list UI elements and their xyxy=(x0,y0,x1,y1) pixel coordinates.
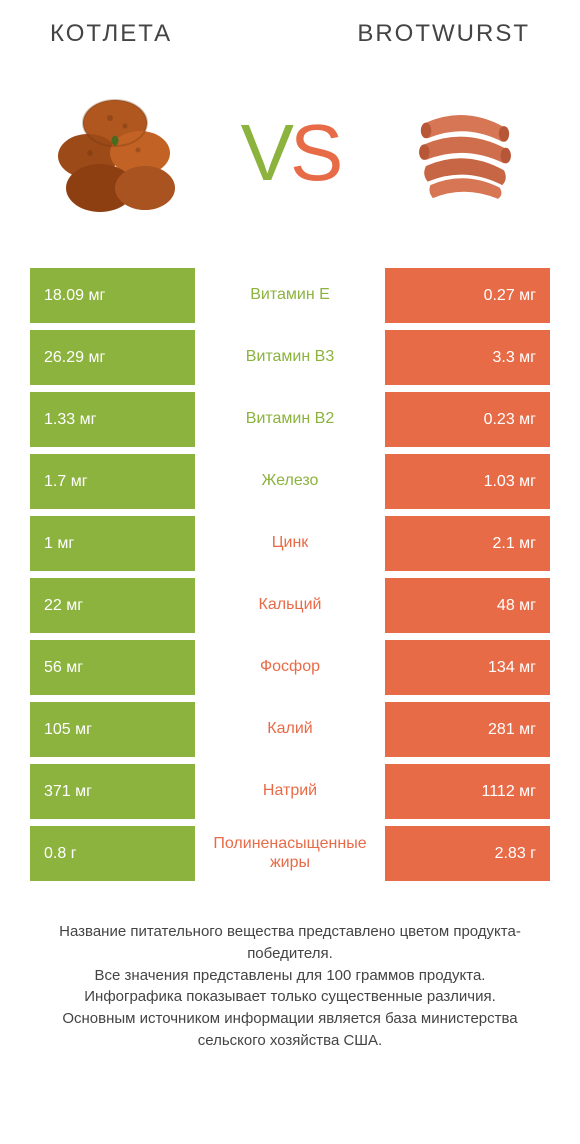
value-left: 0.8 г xyxy=(30,826,195,881)
nutrient-label: Фосфор xyxy=(195,640,385,695)
table-row: 371 мгНатрий1112 мг xyxy=(30,764,550,819)
vs-v: V xyxy=(241,108,290,197)
value-right: 1112 мг xyxy=(385,764,550,819)
table-row: 105 мгКалий281 мг xyxy=(30,702,550,757)
table-row: 56 мгФосфор134 мг xyxy=(30,640,550,695)
value-left: 1.7 мг xyxy=(30,454,195,509)
nutrient-label: Кальций xyxy=(195,578,385,633)
nutrient-label: Полиненасыщенные жиры xyxy=(195,826,385,881)
footer-line: Основным источником информации является … xyxy=(40,1008,540,1052)
table-row: 1.33 мгВитамин B20.23 мг xyxy=(30,392,550,447)
title-right: BROTWURST xyxy=(357,20,530,48)
value-left: 1 мг xyxy=(30,516,195,571)
nutrient-label: Цинк xyxy=(195,516,385,571)
table-row: 26.29 мгВитамин B33.3 мг xyxy=(30,330,550,385)
nutrient-label: Витамин B3 xyxy=(195,330,385,385)
footer-line: Название питательного вещества представл… xyxy=(40,921,540,965)
value-left: 105 мг xyxy=(30,702,195,757)
footer-notes: Название питательного вещества представл… xyxy=(30,921,550,1052)
table-row: 22 мгКальций48 мг xyxy=(30,578,550,633)
table-row: 1.7 мгЖелезо1.03 мг xyxy=(30,454,550,509)
table-row: 1 мгЦинк2.1 мг xyxy=(30,516,550,571)
food-image-right xyxy=(390,78,540,228)
vs-s: S xyxy=(290,108,339,197)
value-left: 1.33 мг xyxy=(30,392,195,447)
food-image-left xyxy=(40,78,190,228)
nutrient-label: Витамин E xyxy=(195,268,385,323)
value-right: 2.83 г xyxy=(385,826,550,881)
value-right: 48 мг xyxy=(385,578,550,633)
value-left: 26.29 мг xyxy=(30,330,195,385)
table-row: 18.09 мгВитамин E0.27 мг xyxy=(30,268,550,323)
nutrient-label: Витамин B2 xyxy=(195,392,385,447)
value-right: 281 мг xyxy=(385,702,550,757)
nutrient-label: Калий xyxy=(195,702,385,757)
value-left: 18.09 мг xyxy=(30,268,195,323)
comparison-table: 18.09 мгВитамин E0.27 мг 26.29 мгВитамин … xyxy=(30,268,550,881)
value-right: 2.1 мг xyxy=(385,516,550,571)
vs-label: VS xyxy=(241,107,340,199)
value-right: 1.03 мг xyxy=(385,454,550,509)
hero-row: VS xyxy=(30,78,550,228)
value-left: 22 мг xyxy=(30,578,195,633)
value-left: 56 мг xyxy=(30,640,195,695)
value-right: 0.27 мг xyxy=(385,268,550,323)
footer-line: Инфографика показывает только существенн… xyxy=(40,986,540,1008)
header: КОТЛЕТА BROTWURST xyxy=(30,20,550,48)
title-left: КОТЛЕТА xyxy=(50,20,172,48)
footer-line: Все значения представлены для 100 граммо… xyxy=(40,965,540,987)
value-right: 134 мг xyxy=(385,640,550,695)
table-row: 0.8 гПолиненасыщенные жиры2.83 г xyxy=(30,826,550,881)
value-left: 371 мг xyxy=(30,764,195,819)
nutrient-label: Железо xyxy=(195,454,385,509)
value-right: 3.3 мг xyxy=(385,330,550,385)
nutrient-label: Натрий xyxy=(195,764,385,819)
value-right: 0.23 мг xyxy=(385,392,550,447)
